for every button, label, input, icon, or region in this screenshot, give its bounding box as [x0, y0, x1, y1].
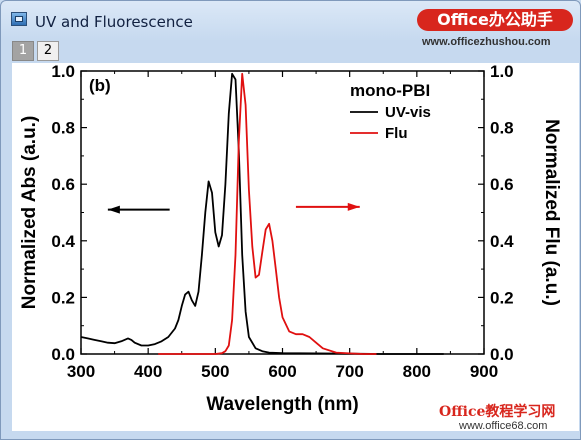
y-axis-title-right: Normalized Flu (a.u.) [541, 119, 562, 306]
legend-title: mono-PBI [350, 81, 430, 100]
app-icon[interactable] [11, 12, 27, 26]
annotation-group: (b) mono-PBI UV-vis Flu [89, 76, 431, 214]
y-tick-label-left: 0.6 [51, 175, 75, 194]
y-tick-label-right: 0.0 [490, 345, 514, 364]
y-tick-label-right: 1.0 [490, 63, 514, 81]
x-tick-label: 900 [470, 362, 498, 381]
uv-arrow-head [107, 205, 120, 214]
x-tick-label: 800 [403, 362, 431, 381]
y-tick-label-left: 0.8 [51, 119, 75, 138]
brand-banner: Office办公助手 [417, 9, 573, 31]
tab-layer-1[interactable]: 1 [12, 41, 34, 61]
y-tick-label-right: 0.6 [490, 175, 514, 194]
y-tick-label-left: 1.0 [51, 63, 75, 81]
series-line-uv-vis [80, 72, 444, 355]
graph-page: 300 400 500 600 700 800 900 0.0 0.0 0.2 0.2 0.4 0.4 0… [12, 62, 579, 431]
x-tick-label: 700 [335, 362, 363, 381]
x-tick-label: 500 [201, 362, 229, 381]
x-axis-title: Wavelength (nm) [206, 394, 358, 415]
footer-watermark: Office教程学习网 [439, 404, 556, 420]
y-tick-label-left: 0.0 [51, 345, 75, 364]
y-axis-title-left: Normalized Abs (a.u.) [19, 116, 40, 310]
title-bar: UV and Fluorescence Office办公助手 [1, 1, 580, 35]
y-tick-label-right: 0.2 [490, 288, 514, 307]
footer-url: www.office68.com [459, 420, 548, 432]
legend-entry: Flu [385, 125, 408, 142]
y-tick-label-left: 0.4 [51, 232, 75, 251]
x-tick-label: 300 [67, 362, 95, 381]
panel-label: (b) [89, 76, 111, 95]
window-title: UV and Fluorescence [35, 13, 193, 31]
flu-arrow-head [347, 202, 360, 211]
series-line-flu [158, 72, 377, 355]
x-tick-label: 400 [134, 362, 162, 381]
series-group [80, 72, 444, 355]
brand-url: www.officezhushou.com [422, 36, 551, 48]
y-tick-label-right: 0.4 [490, 232, 514, 251]
y-tick-label-right: 0.8 [490, 119, 514, 138]
legend-entry: UV-vis [385, 104, 431, 121]
tab-layer-2[interactable]: 2 [37, 41, 59, 61]
y-tick-label-left: 0.2 [51, 288, 75, 307]
x-tick-label: 600 [268, 362, 296, 381]
